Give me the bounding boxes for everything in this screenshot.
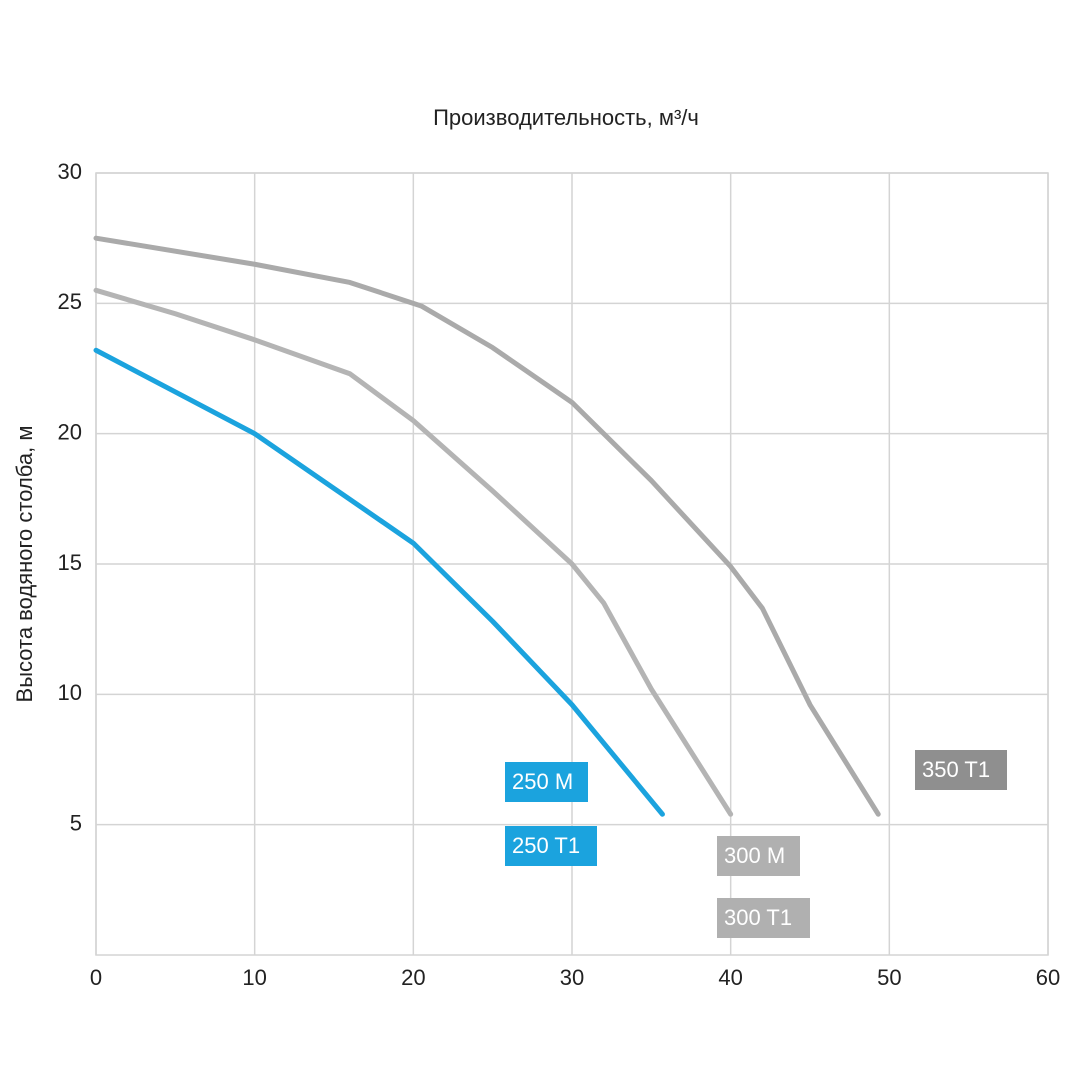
x-tick-label: 0: [90, 965, 102, 990]
chart-title: Производительность, м³/ч: [433, 105, 699, 130]
series-label: 300 M: [724, 843, 785, 868]
series-label: 300 T1: [724, 905, 792, 930]
y-axis-label: Высота водяного столба, м: [12, 426, 37, 703]
series-line: [93, 235, 881, 817]
series-label-box: [915, 750, 1007, 790]
y-tick-label: 30: [58, 159, 82, 184]
series-label: 250 T1: [512, 833, 580, 858]
x-tick-label: 40: [718, 965, 742, 990]
series-label-box: [717, 898, 810, 938]
y-tick-label: 25: [58, 289, 82, 314]
x-tick-label: 60: [1036, 965, 1060, 990]
series-line: [93, 287, 734, 817]
x-tick-label: 30: [560, 965, 584, 990]
y-tick-label: 5: [70, 810, 82, 835]
y-tick-label: 20: [58, 419, 82, 444]
y-tick-label: 15: [58, 550, 82, 575]
series-line: [93, 347, 665, 817]
x-tick-label: 10: [242, 965, 266, 990]
series-label-box: [717, 836, 800, 876]
series-label-box: [505, 826, 597, 866]
series-label: 350 T1: [922, 757, 990, 782]
y-tick-label: 10: [58, 680, 82, 705]
x-tick-label: 50: [877, 965, 901, 990]
series-label-box: [505, 762, 588, 802]
series-label: 250 M: [512, 769, 573, 794]
x-tick-label: 20: [401, 965, 425, 990]
